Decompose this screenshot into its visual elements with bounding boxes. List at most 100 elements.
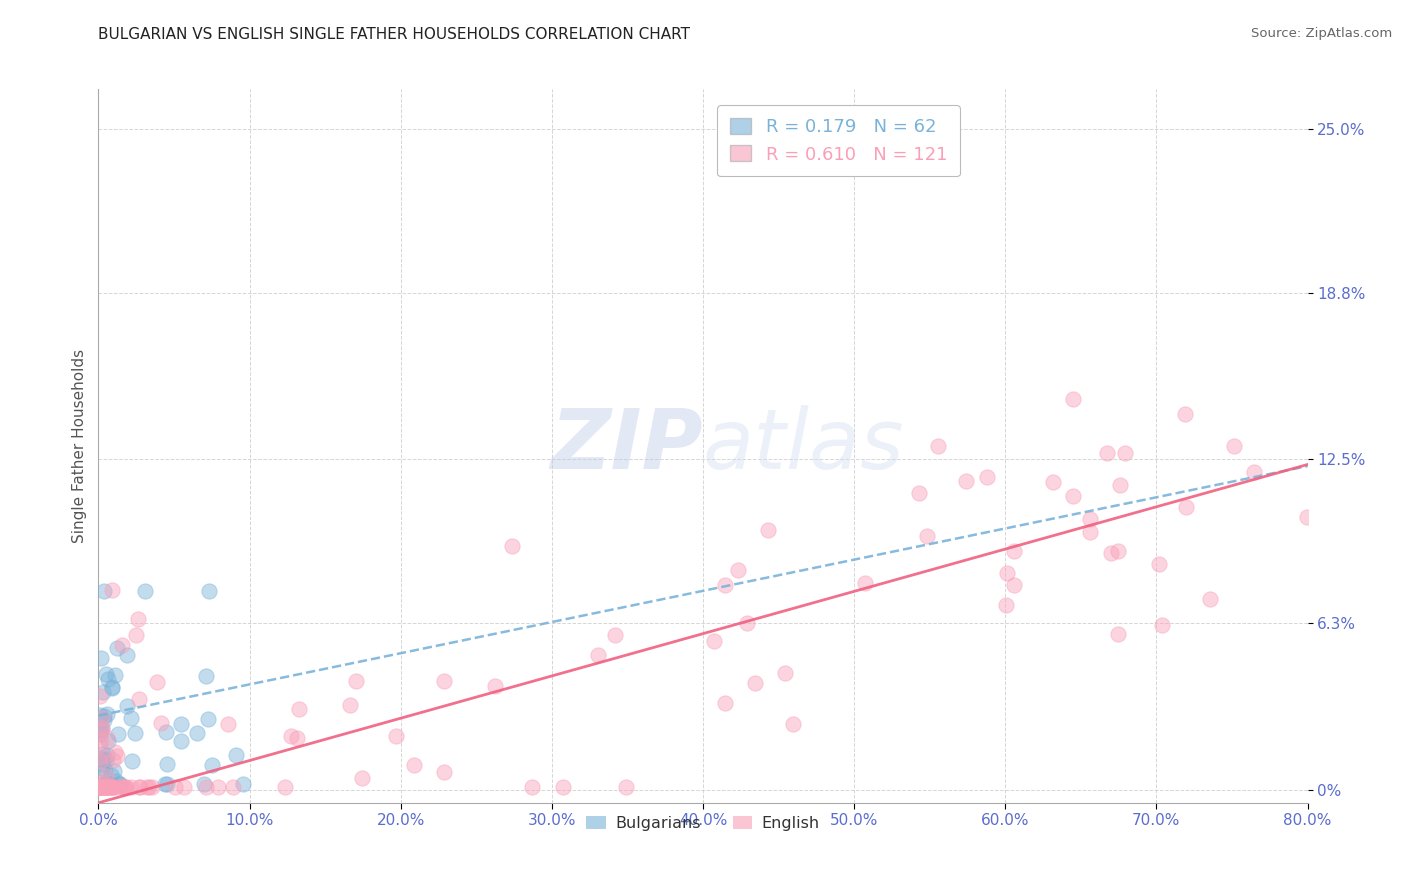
Point: [995, 566, 1018, 580]
Point: [93, 584, 115, 599]
Point: [280, 729, 302, 743]
Point: [195, 780, 218, 794]
Point: [89, 707, 111, 722]
Point: [90, 711, 112, 725]
Point: [551, 780, 574, 794]
Point: [1078, 524, 1101, 539]
Point: [744, 676, 766, 690]
Point: [285, 731, 308, 745]
Point: [94, 780, 117, 794]
Point: [96, 706, 118, 721]
Point: [703, 633, 725, 648]
Point: [89, 727, 111, 741]
Point: [89, 722, 111, 736]
Point: [101, 680, 124, 694]
Point: [93, 777, 115, 791]
Point: [111, 780, 134, 794]
Point: [1099, 546, 1122, 560]
Point: [128, 780, 150, 794]
Point: [104, 745, 127, 759]
Point: [101, 681, 124, 696]
Point: [853, 575, 876, 590]
Point: [1062, 489, 1084, 503]
Point: [344, 673, 367, 688]
Point: [97, 734, 120, 748]
Point: [90, 722, 112, 736]
Point: [1147, 558, 1170, 572]
Point: [89, 780, 111, 794]
Point: [98, 780, 121, 794]
Point: [1002, 543, 1025, 558]
Point: [773, 666, 796, 681]
Point: [1107, 627, 1129, 641]
Point: [1223, 439, 1246, 453]
Point: [955, 474, 977, 488]
Point: [96, 777, 118, 791]
Point: [96, 769, 118, 783]
Point: [112, 780, 135, 794]
Point: [94, 780, 117, 794]
Point: [90, 651, 112, 665]
Point: [995, 598, 1018, 612]
Point: [124, 726, 146, 740]
Point: [339, 698, 361, 712]
Point: [94, 780, 117, 794]
Point: [1095, 446, 1118, 460]
Point: [156, 777, 179, 791]
Point: [111, 638, 134, 652]
Point: [89, 780, 111, 794]
Point: [170, 717, 193, 731]
Point: [90, 761, 112, 775]
Point: [98, 780, 121, 794]
Point: [94, 780, 117, 794]
Text: atlas: atlas: [703, 406, 904, 486]
Point: [917, 529, 939, 543]
Point: [93, 776, 115, 790]
Point: [90, 723, 112, 737]
Point: [103, 753, 125, 767]
Point: [90, 777, 112, 791]
Point: [91, 722, 114, 736]
Point: [89, 780, 111, 794]
Point: [93, 713, 115, 727]
Point: [1174, 407, 1197, 421]
Point: [501, 539, 523, 553]
Point: [97, 672, 120, 686]
Point: [225, 747, 247, 762]
Point: [186, 726, 208, 740]
Point: [735, 615, 758, 630]
Point: [93, 752, 115, 766]
Point: [117, 648, 139, 663]
Point: [129, 780, 152, 794]
Point: [89, 780, 111, 794]
Point: [91, 780, 114, 794]
Point: [120, 780, 142, 794]
Point: [1295, 510, 1317, 524]
Point: [385, 729, 408, 743]
Point: [727, 563, 749, 577]
Point: [138, 780, 160, 794]
Point: [714, 696, 737, 710]
Point: [350, 771, 373, 785]
Point: [114, 780, 136, 794]
Point: [103, 764, 125, 779]
Point: [112, 780, 135, 794]
Point: [156, 756, 179, 771]
Point: [433, 674, 456, 689]
Point: [90, 732, 112, 747]
Point: [100, 780, 122, 794]
Point: [404, 758, 426, 772]
Point: [163, 780, 186, 794]
Point: [782, 717, 804, 731]
Point: [1107, 544, 1129, 558]
Point: [94, 777, 117, 791]
Point: [117, 698, 139, 713]
Point: [155, 724, 177, 739]
Point: [103, 780, 125, 794]
Point: [173, 780, 195, 794]
Point: [89, 780, 111, 794]
Point: [96, 747, 118, 762]
Point: [94, 780, 117, 794]
Point: [222, 780, 245, 794]
Point: [194, 669, 217, 683]
